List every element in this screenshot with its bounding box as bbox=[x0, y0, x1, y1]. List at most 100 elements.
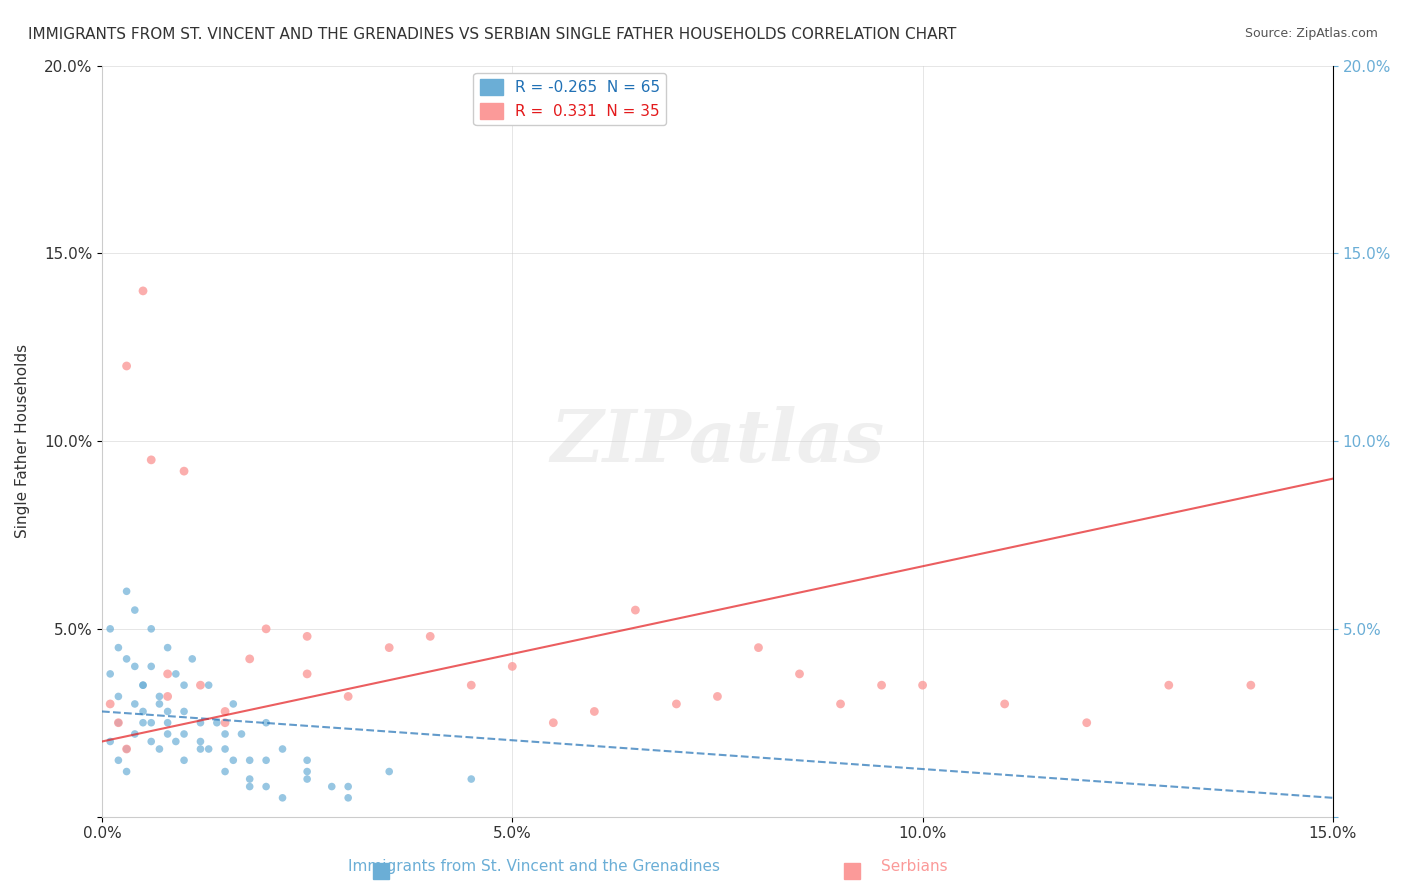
Point bbox=[173, 464, 195, 478]
Point bbox=[156, 705, 179, 719]
Point bbox=[190, 678, 212, 692]
Point bbox=[132, 678, 155, 692]
Point bbox=[107, 715, 129, 730]
Point bbox=[156, 715, 179, 730]
Text: Serbians: Serbians bbox=[880, 859, 948, 874]
Point bbox=[156, 690, 179, 704]
Point bbox=[141, 715, 163, 730]
Point bbox=[132, 705, 155, 719]
Point bbox=[205, 715, 228, 730]
Point bbox=[190, 734, 212, 748]
Point bbox=[214, 727, 236, 741]
Point bbox=[132, 284, 155, 298]
Point bbox=[173, 727, 195, 741]
Point bbox=[543, 715, 565, 730]
Point bbox=[190, 715, 212, 730]
Point bbox=[181, 652, 204, 666]
Point bbox=[115, 742, 138, 756]
Point bbox=[124, 659, 146, 673]
Point bbox=[165, 667, 187, 681]
Point bbox=[156, 727, 179, 741]
Point bbox=[173, 678, 195, 692]
Point bbox=[98, 697, 121, 711]
Point bbox=[501, 659, 523, 673]
Point bbox=[295, 772, 318, 786]
Point bbox=[124, 727, 146, 741]
Point bbox=[295, 667, 318, 681]
Point bbox=[148, 690, 170, 704]
Point bbox=[789, 667, 811, 681]
Y-axis label: Single Father Households: Single Father Households bbox=[15, 344, 30, 538]
Point bbox=[378, 640, 401, 655]
Point bbox=[239, 652, 262, 666]
Point bbox=[197, 678, 219, 692]
Point bbox=[132, 715, 155, 730]
Point bbox=[378, 764, 401, 779]
Point bbox=[271, 742, 294, 756]
Point bbox=[141, 659, 163, 673]
Point bbox=[107, 715, 129, 730]
Point bbox=[98, 734, 121, 748]
Point bbox=[460, 678, 482, 692]
Point bbox=[337, 690, 360, 704]
Point bbox=[994, 697, 1017, 711]
Point bbox=[115, 359, 138, 373]
Point bbox=[165, 734, 187, 748]
Point bbox=[214, 764, 236, 779]
Point bbox=[295, 629, 318, 643]
Point bbox=[107, 640, 129, 655]
Point bbox=[222, 753, 245, 767]
Point bbox=[665, 697, 688, 711]
Point bbox=[321, 780, 343, 794]
Legend: R = -0.265  N = 65, R =  0.331  N = 35: R = -0.265 N = 65, R = 0.331 N = 35 bbox=[474, 73, 666, 125]
Point bbox=[337, 790, 360, 805]
Point bbox=[295, 753, 318, 767]
Point bbox=[254, 622, 277, 636]
Point bbox=[830, 697, 852, 711]
Point bbox=[460, 772, 482, 786]
Point bbox=[141, 453, 163, 467]
Point bbox=[222, 697, 245, 711]
Point bbox=[254, 780, 277, 794]
Point bbox=[190, 742, 212, 756]
Point bbox=[115, 584, 138, 599]
Point bbox=[911, 678, 934, 692]
Point bbox=[115, 652, 138, 666]
Point bbox=[115, 742, 138, 756]
Point bbox=[98, 622, 121, 636]
Point bbox=[173, 705, 195, 719]
Point bbox=[1157, 678, 1180, 692]
Point bbox=[214, 705, 236, 719]
Point bbox=[141, 734, 163, 748]
Point bbox=[295, 764, 318, 779]
Point bbox=[254, 715, 277, 730]
Point bbox=[254, 753, 277, 767]
Point bbox=[107, 753, 129, 767]
Point bbox=[1240, 678, 1263, 692]
Point bbox=[239, 772, 262, 786]
Point bbox=[419, 629, 441, 643]
Text: Immigrants from St. Vincent and the Grenadines: Immigrants from St. Vincent and the Gren… bbox=[349, 859, 720, 874]
Point bbox=[271, 790, 294, 805]
Point bbox=[197, 742, 219, 756]
Point bbox=[214, 742, 236, 756]
Point bbox=[141, 622, 163, 636]
Point bbox=[156, 667, 179, 681]
Point bbox=[239, 780, 262, 794]
Point bbox=[706, 690, 728, 704]
Point bbox=[583, 705, 606, 719]
Point bbox=[115, 764, 138, 779]
Point bbox=[337, 780, 360, 794]
Point bbox=[124, 603, 146, 617]
Point bbox=[132, 678, 155, 692]
Point bbox=[747, 640, 769, 655]
Point bbox=[870, 678, 893, 692]
Point bbox=[1076, 715, 1098, 730]
Point bbox=[624, 603, 647, 617]
Point bbox=[239, 753, 262, 767]
Point bbox=[156, 640, 179, 655]
Point bbox=[231, 727, 253, 741]
Point bbox=[107, 690, 129, 704]
Text: ZIPatlas: ZIPatlas bbox=[550, 406, 884, 476]
Point bbox=[148, 742, 170, 756]
